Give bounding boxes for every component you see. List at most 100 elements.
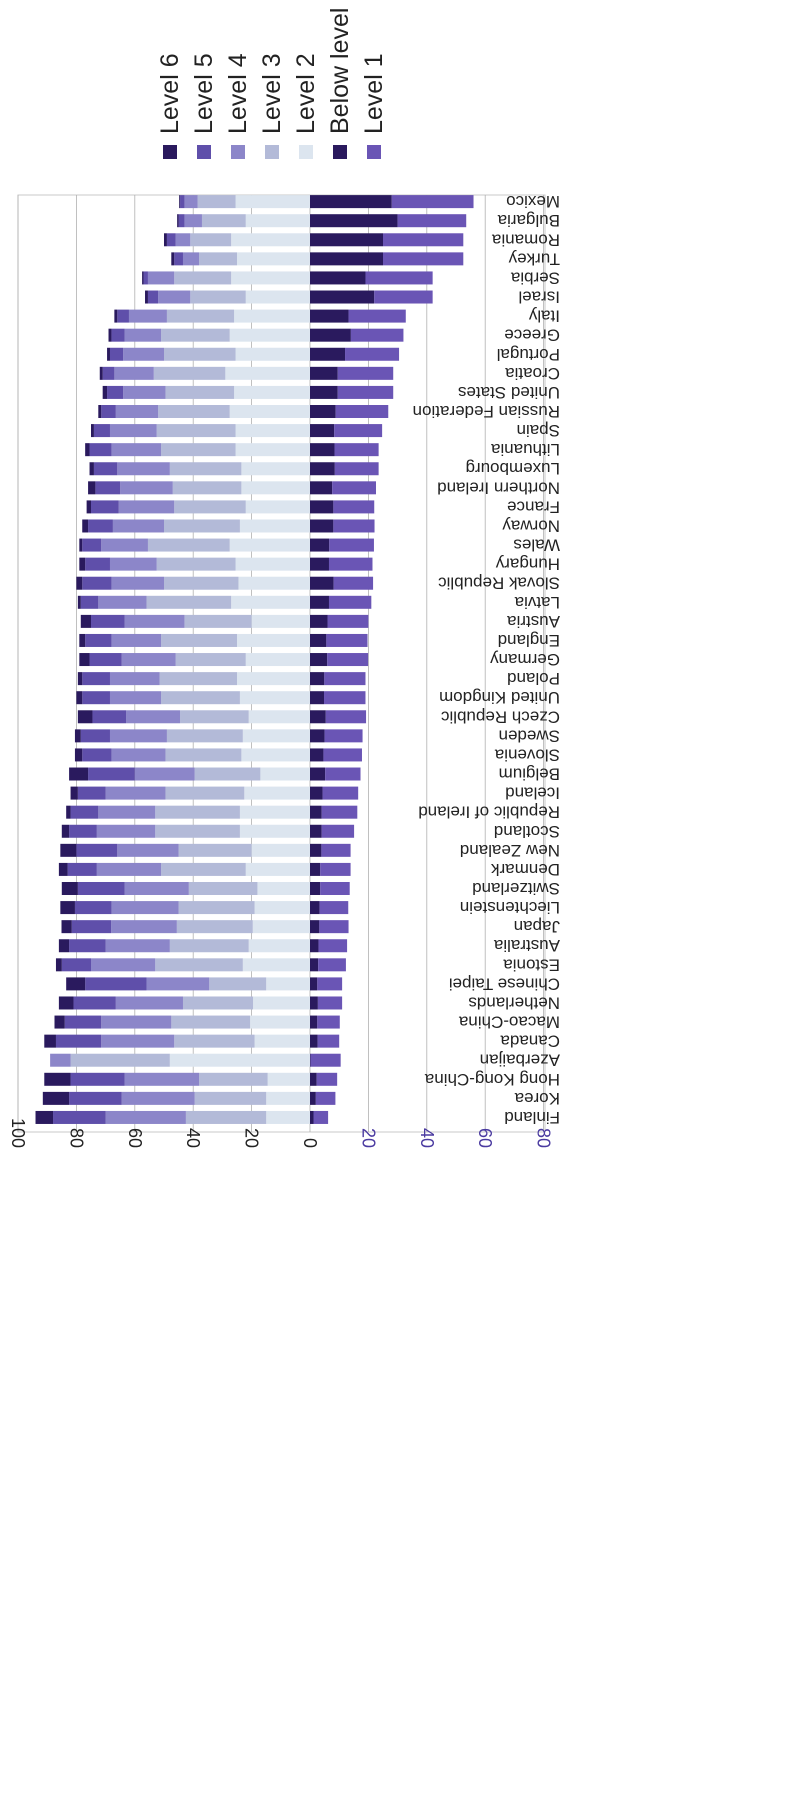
bar-below-level-1: [310, 557, 329, 571]
category-label: Finland: [504, 1108, 560, 1127]
bar-level-4: [111, 633, 162, 647]
bar-level-1: [333, 500, 375, 514]
bar-level-1: [328, 595, 372, 609]
bar-level-5: [74, 901, 112, 915]
category-label: Croatia: [505, 364, 560, 383]
bar-level-5: [82, 538, 102, 552]
bar-level-3: [158, 405, 230, 418]
bar-level-6: [102, 385, 108, 399]
bar-level-4: [121, 1091, 195, 1105]
bar-level-1: [323, 748, 362, 762]
bar-level-3: [169, 462, 242, 476]
bar-level-1: [318, 939, 348, 953]
bar-level-4: [101, 538, 148, 552]
bar-level-3: [147, 538, 230, 552]
bar-level-1: [332, 481, 376, 495]
bar-level-5: [71, 920, 112, 934]
bar-level-2: [169, 1053, 310, 1067]
category-label: Republic of Ireland: [418, 803, 560, 822]
bar-below-level-1: [310, 1053, 311, 1067]
bar-level-2: [225, 366, 310, 380]
bar-level-1: [333, 519, 375, 533]
bar-level-4: [91, 958, 156, 972]
bar-level-6: [89, 462, 94, 476]
bar-below-level-1: [310, 958, 319, 972]
category-label: Luxembourg: [465, 459, 560, 478]
category-label: Northern Ireland: [437, 478, 560, 497]
bar-level-1: [317, 996, 343, 1010]
bar-level-4: [101, 1034, 175, 1048]
bar-level-3: [156, 424, 236, 438]
bar-level-1: [326, 633, 368, 647]
bar-level-1: [374, 290, 433, 304]
category-label: Austria: [507, 612, 560, 631]
bar-below-level-1: [310, 1110, 314, 1124]
bar-level-6: [60, 843, 77, 857]
bar-level-4: [175, 233, 191, 247]
bar-level-5: [69, 1091, 122, 1105]
bar-level-2: [248, 939, 310, 953]
bar-level-1: [322, 786, 359, 800]
bar-level-1: [337, 385, 394, 399]
bar-level-5: [55, 1034, 102, 1048]
bar-level-2: [266, 977, 310, 991]
category-label: Turkey: [508, 249, 560, 268]
bar-below-level-1: [310, 424, 335, 438]
bar-level-4: [98, 805, 156, 819]
legend-label: Level 3: [258, 53, 286, 134]
bar-below-level-1: [310, 843, 322, 857]
category-label: Lithuania: [490, 440, 560, 459]
bar-level-4: [101, 1015, 172, 1029]
bar-level-2: [245, 653, 310, 667]
bar-level-3: [172, 481, 242, 495]
bar-level-1: [327, 614, 369, 628]
bar-level-2: [231, 595, 310, 609]
bar-level-4: [109, 557, 157, 571]
category-label: England: [498, 631, 560, 650]
bar-level-1: [319, 920, 349, 934]
bar-level-2: [237, 252, 310, 266]
bar-level-4: [124, 1072, 200, 1086]
category-label: Slovenia: [494, 745, 560, 764]
bar-level-6: [55, 958, 62, 972]
bar-level-1: [348, 309, 406, 323]
bar-level-2: [253, 996, 310, 1010]
category-label: Denmark: [491, 860, 560, 879]
category-label: Norway: [502, 516, 560, 535]
bar-level-3: [197, 195, 236, 209]
bar-level-3: [161, 633, 237, 647]
bar-level-4: [126, 710, 181, 724]
bar-level-6: [58, 939, 70, 953]
bar-level-4: [111, 576, 164, 590]
bar-level-6: [108, 328, 112, 342]
bar-level-2: [239, 824, 310, 838]
bar-below-level-1: [310, 691, 325, 705]
bar-below-level-1: [310, 538, 330, 552]
category-label: Macao-China: [458, 1013, 560, 1032]
bar-level-6: [142, 271, 144, 285]
bar-level-4: [105, 1110, 186, 1124]
bar-level-5: [101, 405, 116, 418]
bar-below-level-1: [310, 252, 383, 266]
bar-level-5: [80, 595, 99, 609]
bar-level-4: [111, 920, 177, 934]
bar-level-5: [67, 862, 97, 876]
bar-level-2: [248, 710, 310, 724]
bar-below-level-1: [310, 729, 325, 743]
bar-level-2: [239, 519, 310, 533]
bar-level-4: [117, 843, 179, 857]
bar-below-level-1: [310, 748, 324, 762]
bar-level-6: [91, 424, 94, 438]
bar-level-4: [112, 519, 164, 533]
bar-level-2: [229, 328, 310, 342]
bar-level-6: [42, 1091, 70, 1105]
bar-level-6: [61, 882, 78, 895]
bar-level-1: [335, 405, 389, 418]
bar-level-6: [61, 824, 70, 838]
bar-below-level-1: [310, 786, 323, 800]
bar-level-2: [231, 233, 310, 247]
bar-below-level-1: [310, 672, 325, 686]
bar-below-level-1: [310, 347, 346, 361]
bar-level-5: [82, 576, 112, 590]
bar-level-4: [109, 729, 167, 743]
